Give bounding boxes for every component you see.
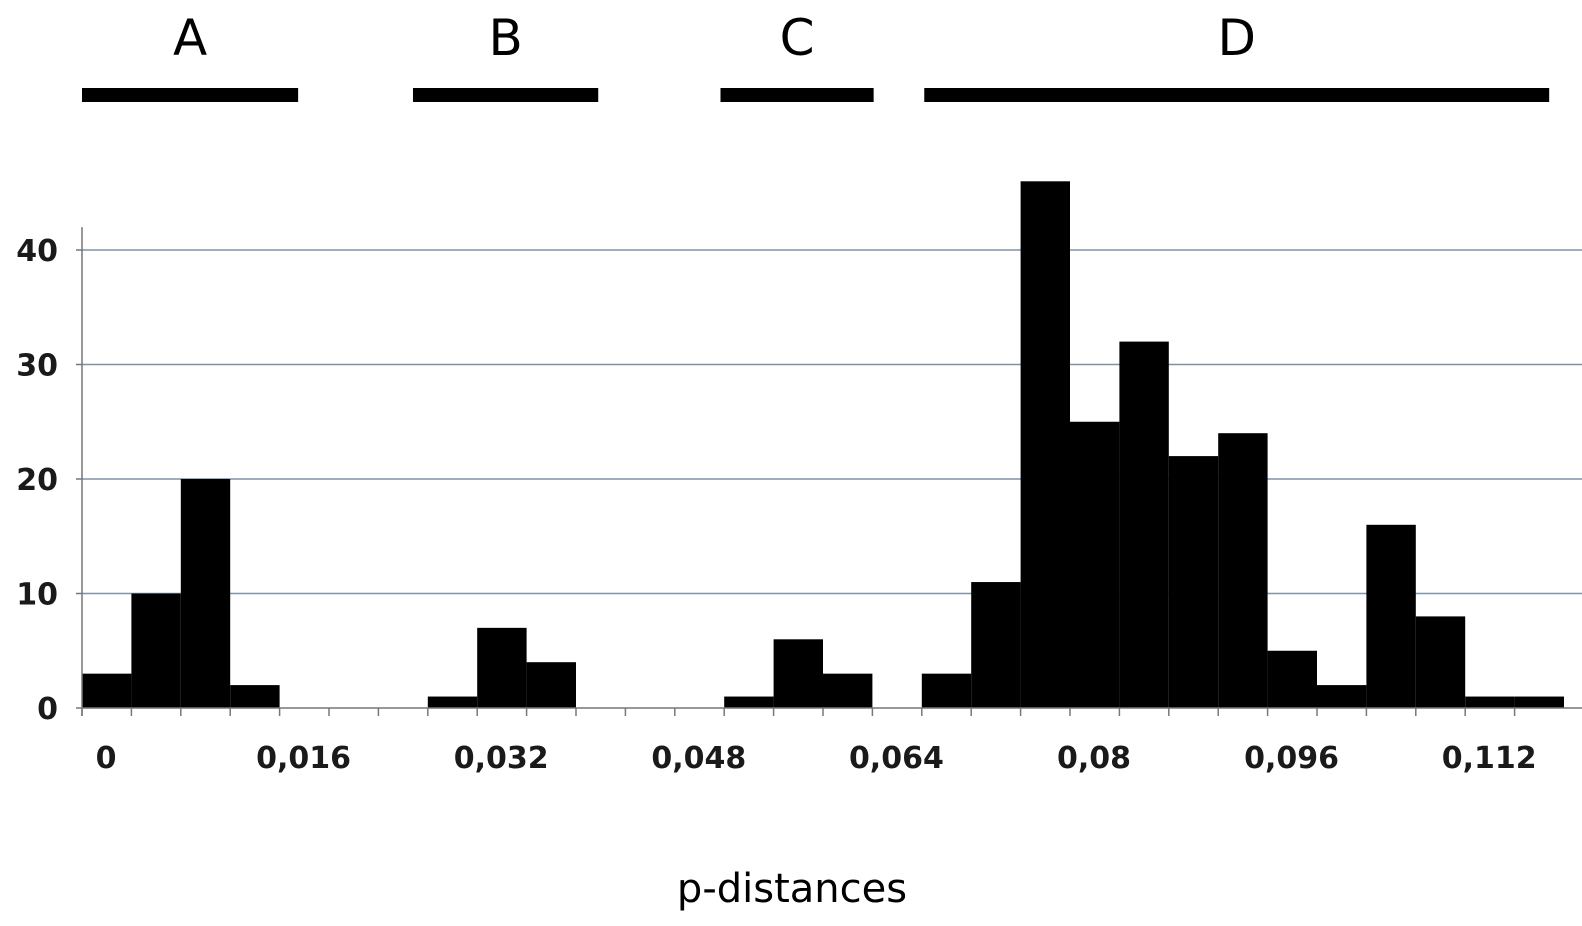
x-tick-label: 0 [96,741,117,776]
histogram-bar [1465,696,1515,708]
histogram-bar [1168,456,1219,708]
group-range-bar-b [412,88,599,102]
gridlines [82,249,1582,595]
y-tick-label: 0 [37,692,58,727]
y-tick-label: 20 [16,463,58,498]
histogram-bar [823,673,873,708]
histogram-bar [1119,341,1169,708]
histogram-bar [82,673,132,708]
x-tick-label: 0,016 [256,741,351,776]
histogram-bar [1366,524,1416,708]
bars [82,181,1564,709]
histogram-bar [921,673,972,708]
group-markers: A B C D [82,9,1550,102]
group-label-a: A [173,9,207,67]
histogram-bar [1267,650,1317,708]
x-tick-label: 0,096 [1244,741,1339,776]
histogram-bar [180,479,231,708]
histogram-bar [1415,616,1466,708]
histogram-bar [131,593,181,708]
y-tick-label: 40 [16,234,58,269]
y-tick-label: 10 [16,578,58,613]
group-range-bar-c [720,88,874,102]
histogram-bar [1514,696,1564,708]
x-tick-label: 0,064 [849,741,944,776]
x-tick-label: 0,08 [1057,741,1131,776]
group-label-d: D [1217,9,1256,67]
group-range-bar-d [924,88,1550,102]
histogram-bar [427,696,478,708]
histogram-bar [477,627,527,708]
group-range-bar-a [82,88,299,102]
histogram-bar [230,685,280,708]
y-tick-labels: 0 10 20 30 40 [16,234,58,727]
histogram-bar [1218,433,1268,708]
histogram-bar [724,696,774,708]
histogram-bar [1317,685,1367,708]
histogram-bar [971,582,1021,708]
group-label-b: B [488,9,522,67]
histogram-bar [526,662,576,708]
x-axis-title: p-distances [677,866,907,912]
x-tick-label: 0,048 [651,741,746,776]
histogram-bar [1070,421,1120,708]
x-tick-label: 0,032 [454,741,549,776]
group-label-c: C [780,9,815,67]
histogram-bar [1020,181,1070,709]
x-tick-label: 0,112 [1442,741,1537,776]
y-tick-label: 30 [16,349,58,384]
histogram-bar [773,639,823,708]
axes [76,227,1582,716]
x-tick-labels: 0 0,016 0,032 0,048 0,064 0,08 0,096 0,112 [96,741,1537,776]
